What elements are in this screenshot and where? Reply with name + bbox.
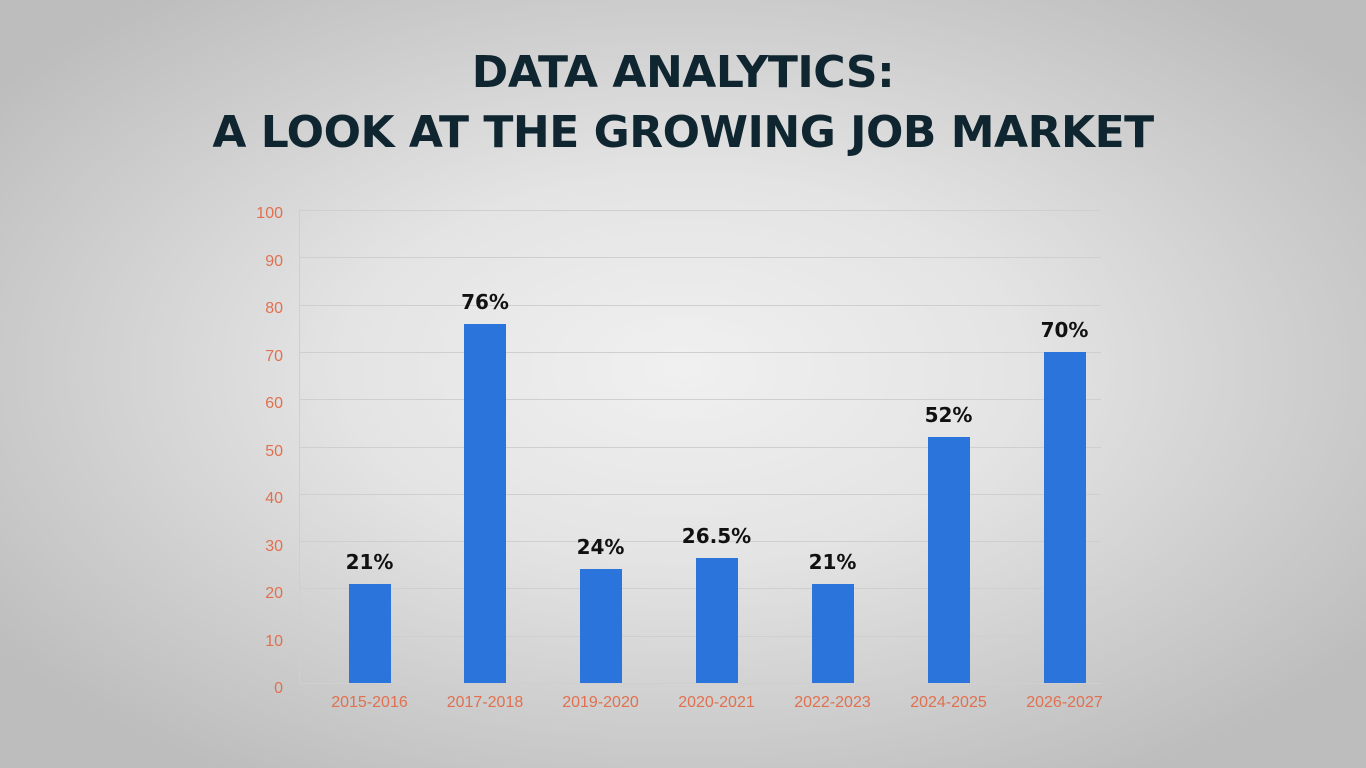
gridline — [300, 210, 1101, 211]
bar-2020-2021 — [695, 557, 738, 683]
y-tick-label: 90 — [265, 252, 283, 270]
x-tick-label: 2024-2025 — [910, 694, 987, 711]
bar-value-label: 52% — [924, 403, 973, 428]
y-tick-label: 50 — [265, 442, 283, 460]
bar-value-label: 21% — [808, 549, 857, 574]
bar-value-label: 76% — [461, 289, 509, 314]
x-tick-label: 2026-2027 — [1026, 694, 1103, 711]
bar-2017-2018 — [464, 323, 506, 683]
bar-2015-2016 — [348, 583, 391, 683]
bar-value-label: 21% — [345, 549, 394, 574]
bar-value-label: 24% — [576, 535, 625, 560]
gridline — [300, 304, 1101, 306]
y-tick-label: 70 — [265, 347, 283, 365]
chart-title-line-2: A LOOK AT THE GROWING JOB MARKET — [212, 107, 1154, 158]
x-tick-label: 2015-2016 — [331, 694, 408, 711]
bar-value-label: 26.5% — [681, 523, 752, 548]
y-tick-label: 0 — [274, 680, 283, 697]
y-tick-label: 100 — [256, 205, 283, 222]
x-tick-label: 2020-2021 — [678, 694, 755, 711]
gridline — [300, 399, 1101, 401]
gridline — [300, 493, 1101, 495]
gridline — [300, 257, 1101, 259]
gridline — [300, 541, 1101, 543]
bar-2022-2023 — [811, 583, 854, 683]
x-tick-label: 2017-2018 — [446, 694, 524, 711]
bar-2019-2020 — [579, 569, 622, 683]
y-tick-label: 40 — [265, 490, 283, 507]
gridline — [300, 683, 1101, 684]
gridline — [300, 446, 1101, 448]
bar-2026-2027 — [1043, 351, 1086, 683]
bar-value-label: 70% — [1040, 317, 1089, 342]
y-tick-label: 10 — [265, 632, 283, 650]
y-tick-label: 30 — [265, 537, 283, 555]
gridline — [300, 351, 1101, 353]
y-tick-label: 20 — [265, 585, 283, 602]
y-tick-label: 80 — [265, 300, 283, 317]
chart-title-line-1: DATA ANALYTICS: — [471, 47, 895, 98]
x-tick-label: 2022-2023 — [794, 694, 871, 711]
bar-2024-2025 — [927, 437, 970, 683]
x-tick-label: 2019-2020 — [562, 694, 639, 711]
y-tick-label: 60 — [265, 395, 283, 412]
